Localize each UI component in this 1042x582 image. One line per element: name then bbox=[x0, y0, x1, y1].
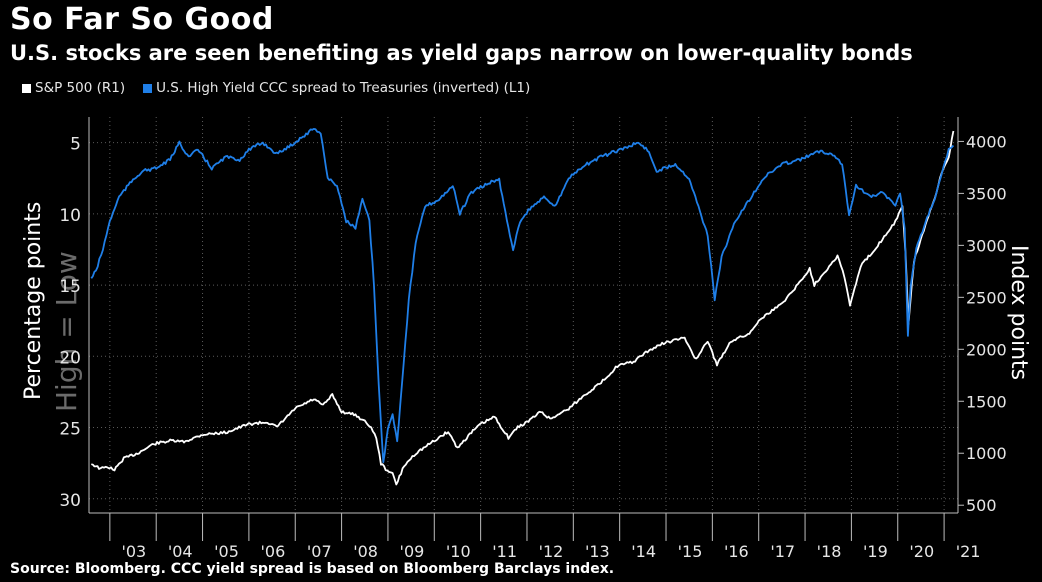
x-tick-label: '21 bbox=[956, 542, 981, 561]
right-tick-label: 500 bbox=[966, 496, 997, 515]
right-tick-label: 1000 bbox=[966, 444, 1007, 463]
legend-item-sp500: S&P 500 (R1) bbox=[22, 80, 125, 96]
right-tick-label: 2000 bbox=[966, 340, 1007, 359]
x-tick-label: '17 bbox=[770, 542, 795, 561]
x-tick-label: '18 bbox=[817, 542, 842, 561]
left-tick-label: 20 bbox=[59, 348, 81, 368]
legend-swatch-ccc-spread bbox=[143, 83, 153, 93]
left-tick-label: 10 bbox=[59, 206, 81, 226]
axis-annotation-high-low: High = Low bbox=[50, 251, 83, 412]
right-tick-label: 4000 bbox=[966, 132, 1007, 151]
axes bbox=[88, 117, 964, 541]
x-tick-label: '15 bbox=[678, 542, 703, 561]
source-note: Source: Bloomberg. CCC yield spread is b… bbox=[10, 561, 615, 577]
x-tick-label: '11 bbox=[492, 542, 517, 561]
x-tick-label: '13 bbox=[585, 542, 610, 561]
series-line-ccc-spread bbox=[90, 128, 955, 464]
right-tick-label: 1500 bbox=[966, 392, 1007, 411]
x-tick-label: '03 bbox=[121, 542, 146, 561]
x-tick-label: '14 bbox=[631, 542, 656, 561]
left-axis-label: Percentage points bbox=[21, 202, 46, 400]
x-tick-label: '08 bbox=[353, 542, 378, 561]
right-tick-label: 3000 bbox=[966, 236, 1007, 255]
series-line-sp500 bbox=[91, 130, 955, 486]
x-tick-label: '19 bbox=[863, 542, 888, 561]
left-tick-label: 5 bbox=[70, 135, 81, 155]
x-tick-label: '09 bbox=[400, 542, 425, 561]
grid-lines bbox=[89, 117, 958, 513]
x-tick-label: '05 bbox=[214, 542, 239, 561]
x-tick-label: '10 bbox=[446, 542, 471, 561]
left-tick-label: 30 bbox=[59, 491, 81, 511]
chart-subtitle: U.S. stocks are seen benefiting as yield… bbox=[10, 41, 913, 65]
legend-label-ccc-spread: U.S. High Yield CCC spread to Treasuries… bbox=[156, 80, 531, 96]
legend-item-ccc-spread: U.S. High Yield CCC spread to Treasuries… bbox=[143, 80, 530, 96]
legend-swatch-sp500 bbox=[22, 83, 31, 93]
left-tick-label: 15 bbox=[59, 277, 81, 297]
x-tick-label: '12 bbox=[539, 542, 564, 561]
x-tick-label: '20 bbox=[909, 542, 934, 561]
x-tick-label: '06 bbox=[261, 542, 286, 561]
series-lines bbox=[90, 128, 955, 486]
x-tick-label: '16 bbox=[724, 542, 749, 561]
chart-title: So Far So Good bbox=[10, 2, 274, 37]
legend: S&P 500 (R1) U.S. High Yield CCC spread … bbox=[22, 80, 548, 96]
left-tick-label: 25 bbox=[59, 420, 81, 440]
x-tick-label: '04 bbox=[168, 542, 193, 561]
right-axis-label: Index points bbox=[1006, 245, 1031, 380]
legend-label-sp500: S&P 500 (R1) bbox=[35, 80, 126, 96]
x-tick-label: '07 bbox=[307, 542, 332, 561]
tick-labels: 5 10 15 20 25 30 '03 '04 '05 '06 '07 '08 '09 '10 '11 '1… bbox=[59, 132, 1006, 561]
right-tick-label: 2500 bbox=[966, 288, 1007, 307]
right-tick-label: 3500 bbox=[966, 184, 1007, 203]
